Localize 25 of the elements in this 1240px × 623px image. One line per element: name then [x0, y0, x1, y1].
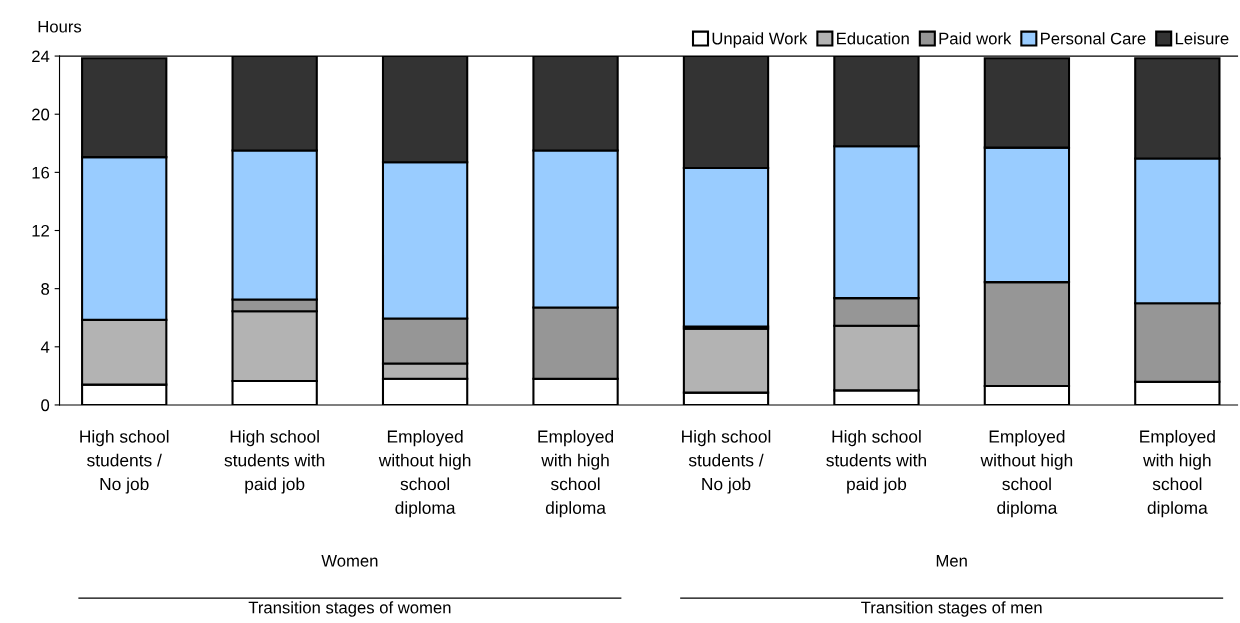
y-tick-label: 20 — [32, 108, 50, 121]
x-tick-label: High school students with paid job — [224, 429, 325, 494]
y-axis-title: Hours — [38, 20, 82, 33]
x-tick-label: Employed without high school diploma — [378, 429, 471, 518]
legend-label: Paid work — [939, 32, 1012, 45]
text: Transition stages of women — [248, 601, 451, 617]
x-tick-label: High school students with paid job — [826, 429, 926, 494]
legend-label: Leisure — [1175, 32, 1229, 45]
y-tick-label: 12 — [32, 224, 49, 237]
y-tick-label: 24 — [32, 50, 50, 63]
legend-label: Education — [837, 32, 909, 45]
x-tick-label: High school students / No job — [682, 429, 771, 494]
text: Women — [321, 555, 378, 567]
y-tick-label: 0 — [41, 399, 50, 412]
x-tick-label: High school students / No job — [80, 429, 169, 494]
x-tick-label: Employed with high school diploma — [1140, 429, 1215, 518]
x-tick-label: Employed without high school diploma — [980, 429, 1073, 518]
legend-label: Personal Care — [1041, 32, 1146, 45]
text: Men — [936, 555, 967, 567]
legend-label: Unpaid Work — [712, 32, 808, 48]
y-tick-label: 4 — [40, 341, 50, 353]
x-tick-label: Employed with high school diploma — [538, 429, 614, 518]
y-tick-label: 16 — [32, 166, 50, 179]
text: Transition stages of men — [861, 601, 1042, 617]
y-tick-label: 8 — [41, 283, 50, 295]
